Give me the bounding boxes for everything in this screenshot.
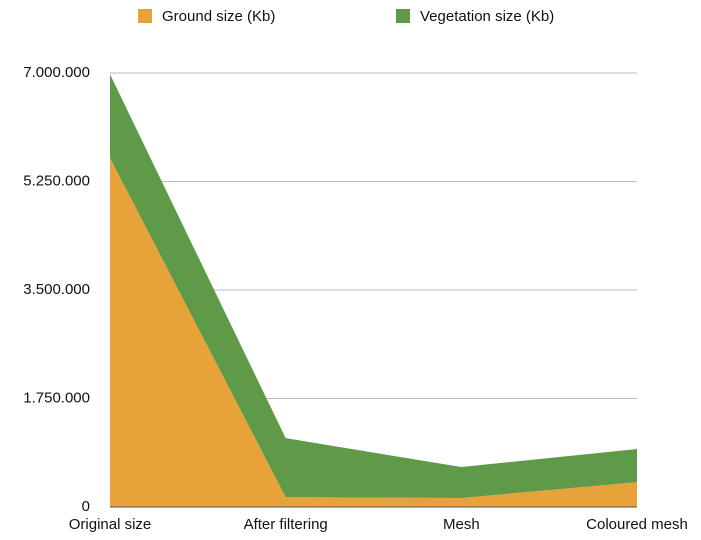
x-tick-label: After filtering (244, 516, 328, 533)
x-tick-label: Mesh (443, 516, 480, 533)
y-tick-label: 3.500.000 (23, 281, 90, 298)
legend-swatch (138, 9, 152, 23)
y-tick-label: 5.250.000 (23, 172, 90, 189)
x-tick-label: Coloured mesh (586, 516, 688, 533)
area (110, 74, 637, 499)
area (110, 157, 637, 507)
legend-label: Vegetation size (Kb) (420, 8, 554, 25)
y-tick-label: 1.750.000 (23, 389, 90, 406)
y-tick-label: 0 (82, 498, 90, 515)
y-tick-label: 7.000.000 (23, 64, 90, 81)
legend-swatch (396, 9, 410, 23)
legend-label: Ground size (Kb) (162, 8, 275, 25)
x-tick-label: Original size (69, 516, 152, 533)
